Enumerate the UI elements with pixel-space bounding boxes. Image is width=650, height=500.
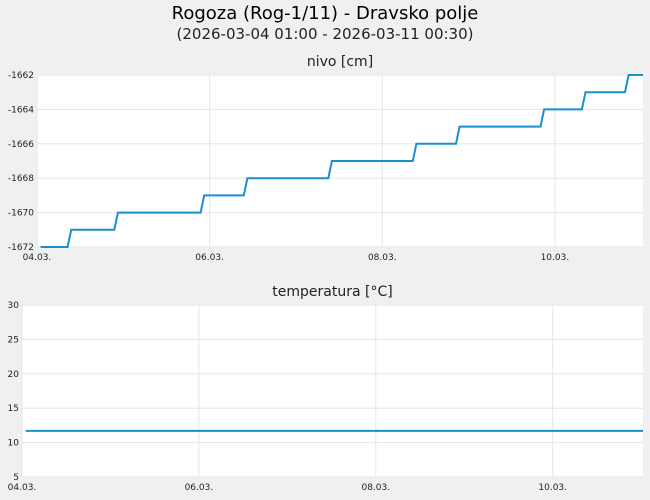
chart-title: nivo [cm] (307, 54, 373, 70)
x-tick-label: 08.03. (368, 253, 397, 263)
y-tick-label: 5 (13, 473, 19, 483)
page-subtitle: (2026-03-04 01:00 - 2026-03-11 00:30) (176, 25, 474, 43)
page-title: Rogoza (Rog-1/11) - Dravsko polje (171, 3, 479, 24)
x-tick-label: 06.03. (195, 253, 224, 263)
y-tick-label: 15 (8, 404, 19, 414)
chart-2: temperatura [°C] 5 10 15 20 25 30 04.03. 06.03. 0… (8, 284, 643, 493)
plot-area (22, 305, 643, 477)
x-tick-label: 04.03. (8, 483, 37, 493)
chart-1: nivo [cm] -1672 -1670 -1668 -1666 -1664 -1662 0… (8, 54, 643, 263)
y-tick-label: 10 (8, 439, 20, 449)
x-tick-label: 10.03. (541, 253, 570, 263)
y-tick-label: 20 (8, 370, 20, 380)
y-tick-label: -1670 (8, 209, 34, 219)
x-tick-label: 06.03. (185, 483, 214, 493)
x-tick-label: 10.03. (538, 483, 567, 493)
y-tick-label: -1666 (8, 140, 34, 150)
y-tick-label: -1662 (8, 71, 34, 81)
y-tick-label: 25 (8, 335, 19, 345)
y-tick-label: -1664 (8, 105, 34, 115)
chart-title: temperatura [°C] (272, 284, 392, 300)
y-tick-label: 30 (8, 301, 20, 311)
y-tick-label: -1672 (8, 243, 34, 253)
x-tick-label: 04.03. (23, 253, 52, 263)
series-line (40, 74, 643, 248)
x-tick-label: 08.03. (361, 483, 390, 493)
y-tick-label: -1668 (8, 174, 34, 184)
